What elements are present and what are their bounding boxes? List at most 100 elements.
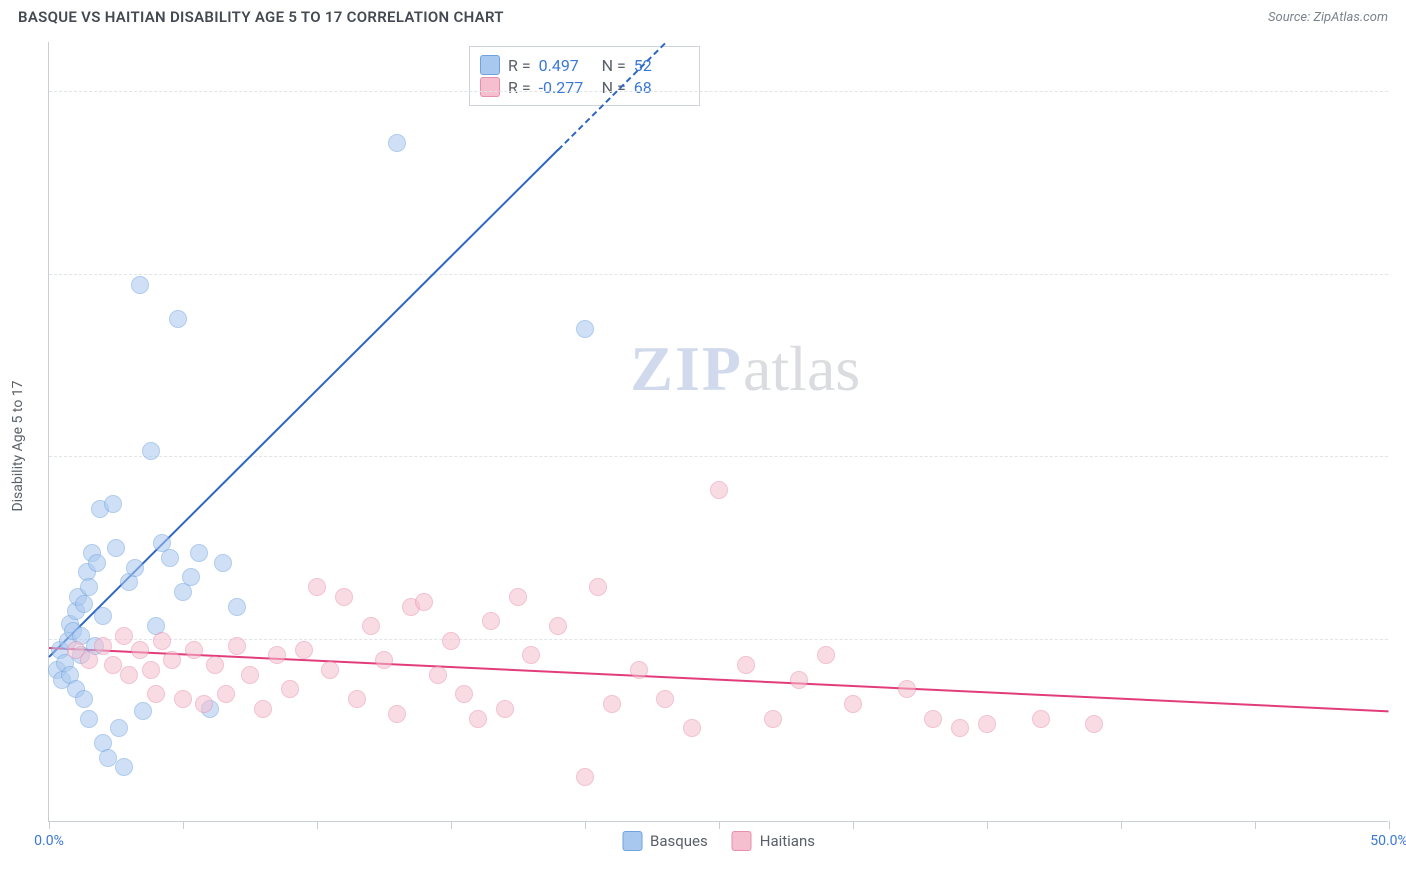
data-point [576, 320, 594, 338]
data-point [817, 646, 835, 664]
data-point [429, 666, 447, 684]
data-point [442, 632, 460, 650]
legend-item: Haitians [732, 831, 815, 851]
gridline [49, 91, 1388, 92]
data-point [94, 607, 112, 625]
data-point [1032, 710, 1050, 728]
x-tick [1255, 821, 1256, 829]
x-tick [49, 821, 50, 829]
data-point [104, 656, 122, 674]
x-tick [1121, 821, 1122, 829]
data-point [161, 549, 179, 567]
data-point [737, 656, 755, 674]
watermark: ZIPatlas [630, 332, 860, 406]
data-point [790, 671, 808, 689]
series-name: Basques [650, 832, 708, 850]
chart-plot-area: ZIPatlas R =0.497N =52R =-0.277N =68 Bas… [48, 42, 1388, 822]
y-tick-label: 7.5% [1393, 631, 1406, 647]
data-point [321, 661, 339, 679]
data-point [335, 588, 353, 606]
data-point [80, 651, 98, 669]
data-point [75, 595, 93, 613]
y-tick-label: 22.5% [1393, 266, 1406, 282]
data-point [142, 442, 160, 460]
data-point [75, 690, 93, 708]
y-tick-label: 15.0% [1393, 448, 1406, 464]
data-point [115, 627, 133, 645]
data-point [80, 578, 98, 596]
stats-row: R =0.497N =52 [480, 55, 689, 75]
data-point [99, 749, 117, 767]
data-point [214, 554, 232, 572]
legend-item: Basques [622, 831, 708, 851]
data-point [131, 641, 149, 659]
watermark-atlas: atlas [743, 333, 860, 404]
data-point [496, 700, 514, 718]
data-point [630, 661, 648, 679]
data-point [80, 710, 98, 728]
stats-legend-box: R =0.497N =52R =-0.277N =68 [469, 46, 700, 106]
data-point [131, 276, 149, 294]
data-point [978, 715, 996, 733]
data-point [174, 690, 192, 708]
data-point [268, 646, 286, 664]
data-point [576, 768, 594, 786]
data-point [469, 710, 487, 728]
data-point [549, 617, 567, 635]
data-point [142, 661, 160, 679]
y-tick-label: 30.0% [1393, 83, 1406, 99]
data-point [362, 617, 380, 635]
data-point [163, 651, 181, 669]
watermark-zip: ZIP [630, 333, 743, 404]
x-tick [585, 821, 586, 829]
data-point [195, 695, 213, 713]
x-tick [183, 821, 184, 829]
data-point [764, 710, 782, 728]
x-tick [719, 821, 720, 829]
stats-row: R =-0.277N =68 [480, 77, 689, 97]
data-point [951, 719, 969, 737]
header: BASQUE VS HAITIAN DISABILITY AGE 5 TO 17… [0, 0, 1406, 32]
series-swatch [732, 831, 752, 851]
r-value: -0.277 [539, 78, 594, 97]
data-point [88, 554, 106, 572]
x-tick [451, 821, 452, 829]
data-point [254, 700, 272, 718]
data-point [241, 666, 259, 684]
data-point [683, 719, 701, 737]
data-point [295, 641, 313, 659]
y-axis-label: Disability Age 5 to 17 [10, 380, 26, 511]
data-point [147, 685, 165, 703]
data-point [169, 310, 187, 328]
gridline [49, 274, 1388, 275]
source-attribution: Source: ZipAtlas.com [1268, 10, 1388, 25]
data-point [126, 559, 144, 577]
data-point [120, 666, 138, 684]
data-point [217, 685, 235, 703]
data-point [228, 637, 246, 655]
data-point [110, 719, 128, 737]
data-point [710, 481, 728, 499]
data-point [482, 612, 500, 630]
data-point [455, 685, 473, 703]
data-point [388, 705, 406, 723]
data-point [134, 702, 152, 720]
data-point [415, 593, 433, 611]
series-swatch [480, 55, 500, 75]
data-point [844, 695, 862, 713]
source-name: ZipAtlas.com [1313, 10, 1388, 25]
n-value: 68 [634, 78, 689, 97]
series-name: Haitians [760, 832, 815, 850]
data-point [115, 758, 133, 776]
source-prefix: Source: [1268, 10, 1313, 25]
x-tick-label: 50.0% [1370, 833, 1406, 849]
r-label: R = [508, 78, 531, 97]
data-point [182, 568, 200, 586]
x-tick [987, 821, 988, 829]
series-swatch [480, 77, 500, 97]
data-point [1085, 715, 1103, 733]
x-tick [853, 821, 854, 829]
gridline [49, 639, 1388, 640]
r-value: 0.497 [539, 56, 594, 75]
data-point [656, 690, 674, 708]
